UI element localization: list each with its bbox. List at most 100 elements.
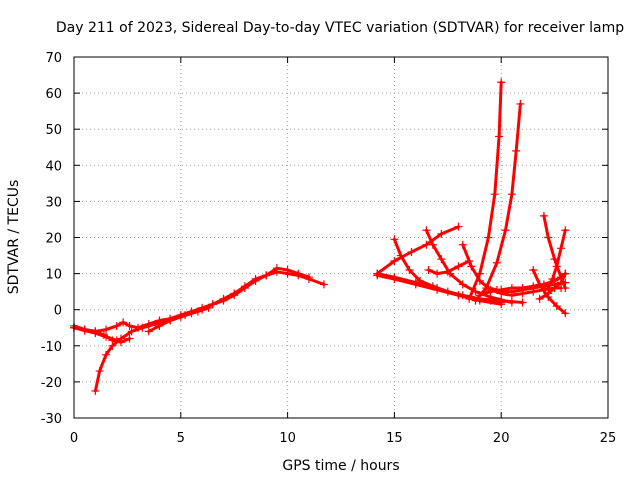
data-point bbox=[507, 190, 516, 199]
data-point bbox=[262, 271, 271, 280]
series-sat-h bbox=[390, 235, 506, 307]
data-point bbox=[535, 280, 544, 289]
data-point bbox=[557, 244, 566, 253]
data-point bbox=[484, 233, 493, 242]
data-point bbox=[390, 275, 399, 284]
y-tick-label: 0 bbox=[54, 304, 62, 319]
data-point bbox=[475, 269, 484, 278]
data-point bbox=[443, 267, 452, 276]
data-point bbox=[91, 386, 100, 395]
data-point bbox=[561, 284, 570, 293]
data-point bbox=[454, 222, 463, 231]
data-point bbox=[416, 276, 425, 285]
series-line bbox=[72, 270, 326, 333]
y-tick-label: 50 bbox=[45, 123, 62, 138]
data-point bbox=[492, 258, 501, 267]
data-point bbox=[501, 226, 510, 235]
chart-title: Day 211 of 2023, Sidereal Day-to-day VTE… bbox=[56, 20, 624, 36]
data-point bbox=[458, 291, 467, 300]
data-point bbox=[240, 284, 249, 293]
data-point bbox=[230, 291, 239, 300]
data-point bbox=[516, 99, 525, 108]
data-point bbox=[552, 262, 561, 271]
data-point bbox=[219, 296, 228, 305]
y-tick-label: 10 bbox=[45, 268, 62, 283]
data-point bbox=[155, 321, 164, 330]
data-point bbox=[437, 255, 446, 264]
data-point bbox=[108, 341, 117, 350]
y-tick-label: 70 bbox=[45, 51, 62, 66]
data-point bbox=[512, 146, 521, 155]
data-point bbox=[208, 300, 217, 309]
data-point bbox=[127, 327, 136, 336]
data-point bbox=[544, 289, 553, 298]
y-axis-label: SDTVAR / TECUs bbox=[6, 180, 22, 295]
series-sat-m bbox=[465, 78, 506, 303]
series-sat-n bbox=[471, 99, 525, 305]
x-tick-label: 0 bbox=[70, 431, 78, 446]
data-point bbox=[125, 334, 134, 343]
data-point bbox=[497, 289, 506, 298]
y-tick-label: 30 bbox=[45, 195, 62, 210]
series-line bbox=[392, 237, 503, 304]
data-point bbox=[102, 332, 111, 341]
series-sat-i bbox=[373, 222, 463, 278]
y-tick-label: 40 bbox=[45, 159, 62, 174]
data-point bbox=[294, 269, 303, 278]
x-axis-label: GPS time / hours bbox=[282, 458, 399, 474]
data-point bbox=[552, 302, 561, 311]
x-tick-label: 10 bbox=[279, 431, 296, 446]
data-point bbox=[550, 284, 559, 293]
data-point bbox=[507, 291, 516, 300]
data-point bbox=[102, 350, 111, 359]
data-point bbox=[557, 278, 566, 287]
data-point bbox=[495, 132, 504, 141]
axis-ticks: 0 5 10 15 20 25 -30 -20 -10 0 10 20 30 40 50 60 70 bbox=[41, 51, 617, 446]
x-tick-label: 15 bbox=[386, 431, 403, 446]
data-point bbox=[390, 256, 399, 265]
data-point bbox=[458, 240, 467, 249]
data-point bbox=[471, 296, 480, 305]
data-point bbox=[424, 265, 433, 274]
y-tick-label: -10 bbox=[41, 340, 62, 355]
y-tick-label: -20 bbox=[41, 376, 62, 391]
data-point bbox=[112, 336, 121, 345]
data-point bbox=[507, 284, 516, 293]
series-sat-a bbox=[70, 267, 328, 336]
data-point bbox=[467, 262, 476, 271]
data-point bbox=[422, 226, 431, 235]
data-point bbox=[390, 235, 399, 244]
data-point bbox=[102, 325, 111, 334]
data-point bbox=[125, 321, 134, 330]
data-point bbox=[95, 367, 104, 376]
data-point bbox=[544, 233, 553, 242]
data-point bbox=[458, 280, 467, 289]
series-sat-e bbox=[144, 264, 313, 336]
data-point bbox=[283, 265, 292, 274]
data-point bbox=[443, 287, 452, 296]
data-point bbox=[539, 211, 548, 220]
data-point bbox=[475, 291, 484, 300]
series-line bbox=[147, 266, 311, 333]
data-point bbox=[437, 229, 446, 238]
data-point bbox=[80, 326, 89, 335]
data-point bbox=[561, 309, 570, 318]
data-point bbox=[198, 305, 207, 314]
y-tick-label: -30 bbox=[41, 412, 62, 427]
series-line bbox=[424, 228, 514, 304]
data-point bbox=[272, 264, 281, 273]
data-point bbox=[116, 334, 125, 343]
data-point bbox=[138, 323, 147, 332]
data-point bbox=[497, 78, 506, 87]
series-sat-t bbox=[535, 269, 570, 303]
series-line bbox=[467, 80, 503, 301]
data-point bbox=[507, 298, 516, 307]
data-point bbox=[411, 280, 420, 289]
data-point bbox=[561, 226, 570, 235]
plot-area bbox=[70, 78, 570, 395]
series-sat-c bbox=[91, 303, 213, 395]
x-tick-label: 20 bbox=[493, 431, 510, 446]
data-point bbox=[373, 269, 382, 278]
data-point bbox=[482, 284, 491, 293]
